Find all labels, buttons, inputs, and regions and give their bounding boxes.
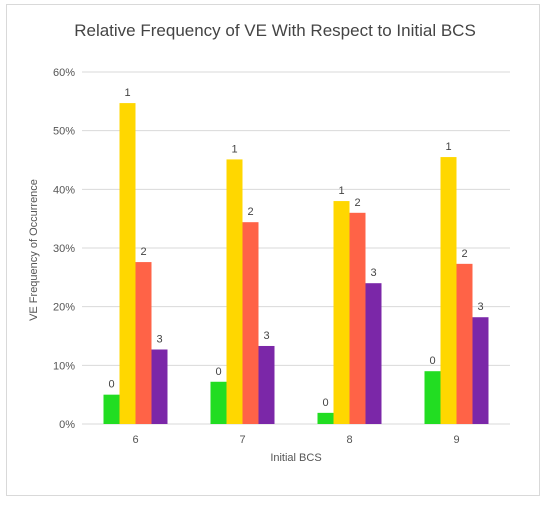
bar	[226, 159, 243, 424]
bar-data-label: 1	[338, 185, 344, 197]
bar	[210, 381, 227, 424]
bar	[365, 283, 382, 424]
y-tick-label: 40%	[53, 184, 75, 196]
bar	[456, 263, 473, 424]
bar	[440, 157, 457, 425]
bar-data-label: 2	[247, 206, 253, 218]
x-axis-ticks: 6 7 8 9	[132, 434, 459, 446]
bar	[135, 262, 152, 424]
bar	[317, 412, 334, 424]
bar	[258, 345, 275, 424]
bar	[424, 371, 441, 424]
y-axis-ticks: 0% 10% 20% 30% 40% 50% 60%	[53, 67, 75, 431]
x-tick-label: 9	[453, 434, 459, 446]
y-tick-label: 20%	[53, 302, 75, 314]
bar-data-label: 1	[445, 141, 451, 153]
bar	[472, 317, 489, 424]
bar-data-label: 3	[156, 333, 162, 345]
y-tick-label: 30%	[53, 243, 75, 255]
bar-data-label: 2	[140, 246, 146, 258]
x-tick-label: 6	[132, 434, 138, 446]
bar	[119, 103, 136, 425]
bar-data-label: 0	[108, 379, 114, 391]
bar	[103, 394, 120, 424]
bar	[242, 222, 259, 424]
y-tick-label: 10%	[53, 360, 75, 372]
bars	[103, 103, 489, 425]
bar-data-label: 1	[124, 87, 130, 99]
bar	[151, 349, 168, 424]
bar	[349, 212, 366, 424]
bar	[333, 201, 350, 424]
y-tick-label: 0%	[59, 419, 75, 431]
bar-data-label: 3	[370, 267, 376, 279]
x-tick-label: 7	[239, 434, 245, 446]
chart-title: Relative Frequency of VE With Respect to…	[74, 21, 476, 40]
bar-data-label: 2	[354, 197, 360, 209]
bar-data-label: 0	[322, 397, 328, 409]
x-axis-title: Initial BCS	[270, 452, 321, 464]
y-tick-label: 60%	[53, 67, 75, 79]
bar-data-label: 0	[215, 366, 221, 378]
x-tick-label: 8	[346, 434, 352, 446]
bar-data-label: 3	[477, 301, 483, 313]
bar-data-label: 0	[429, 355, 435, 367]
y-tick-label: 50%	[53, 126, 75, 138]
bar-data-label: 3	[263, 330, 269, 342]
bar-data-label: 1	[231, 143, 237, 155]
bar-data-label: 2	[461, 248, 467, 260]
y-axis-title: VE Frequency of Occurrence	[28, 179, 40, 321]
